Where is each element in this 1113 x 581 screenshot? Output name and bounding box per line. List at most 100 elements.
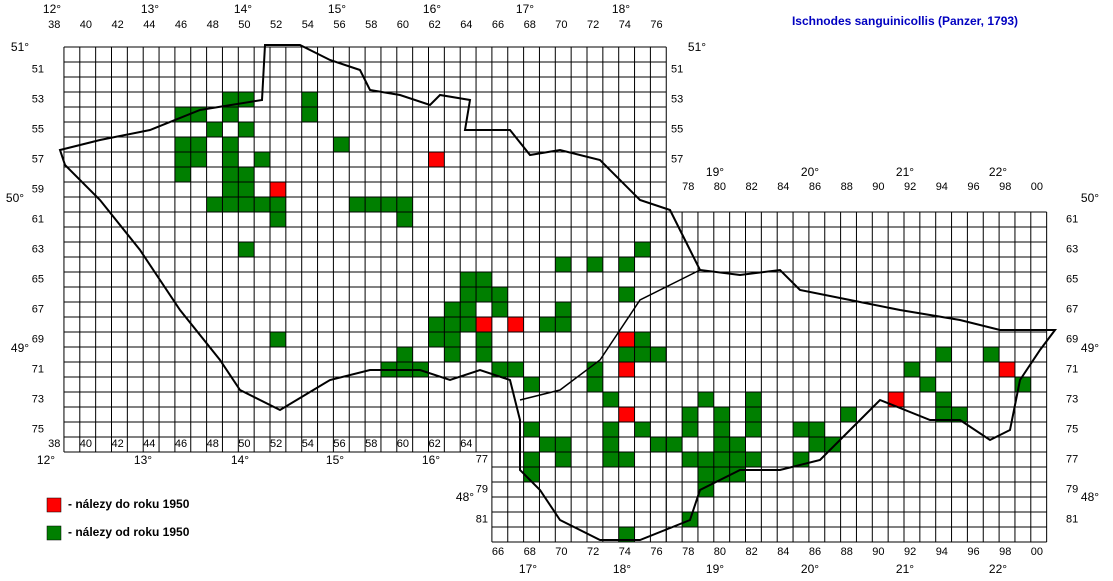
row-label: 73: [1066, 393, 1078, 405]
square: [428, 332, 445, 347]
row-label: 51: [671, 63, 683, 75]
row-label: 75: [32, 423, 44, 435]
square: [555, 437, 572, 452]
column-label: 44: [143, 438, 155, 450]
square: [951, 407, 968, 422]
column-label: 88: [841, 181, 853, 193]
longitude-label: 18°: [613, 562, 631, 576]
row-label: 53: [32, 93, 44, 105]
column-label: 40: [80, 438, 92, 450]
column-label: 50: [238, 19, 250, 31]
row-label: 81: [476, 513, 488, 525]
square: [476, 317, 492, 332]
square: [190, 152, 207, 167]
longitude-label: 14°: [234, 2, 252, 16]
square: [174, 137, 191, 152]
column-label: 68: [524, 546, 536, 558]
column-label: 38: [48, 438, 60, 450]
square: [507, 362, 524, 377]
square: [808, 422, 825, 437]
longitude-label: 16°: [423, 2, 441, 16]
square: [333, 137, 350, 152]
row-label: 77: [476, 453, 488, 465]
longitude-label: 20°: [801, 562, 819, 576]
latitude-label: 51°: [11, 40, 29, 54]
square: [935, 392, 952, 407]
longitude-label: 16°: [422, 453, 440, 467]
row-label: 79: [476, 483, 488, 495]
square: [729, 452, 746, 467]
square: [238, 92, 255, 107]
column-label: 80: [714, 181, 726, 193]
square: [713, 437, 730, 452]
square: [697, 467, 714, 482]
square: [745, 407, 762, 422]
column-label: 90: [872, 181, 884, 193]
square: [238, 167, 255, 182]
square: [602, 452, 619, 467]
column-label: 64: [460, 438, 472, 450]
square: [745, 422, 762, 437]
column-label: 52: [270, 438, 282, 450]
square: [222, 182, 239, 197]
row-label: 61: [1066, 213, 1078, 225]
column-label: 76: [650, 19, 662, 31]
column-label: 86: [809, 546, 821, 558]
square: [476, 347, 492, 362]
square: [697, 392, 714, 407]
square: [634, 332, 651, 347]
square: [904, 362, 920, 377]
inner-border: [519, 269, 701, 401]
legend-swatch: [46, 525, 62, 541]
square: [713, 422, 730, 437]
square: [206, 122, 223, 137]
column-label: 90: [872, 546, 884, 558]
legend-label: - nálezy do roku 1950: [68, 497, 190, 511]
column-label: 78: [682, 546, 694, 558]
square: [697, 452, 714, 467]
column-label: 74: [619, 19, 631, 31]
longitude-label: 15°: [326, 453, 344, 467]
row-label: 73: [32, 393, 44, 405]
square: [238, 197, 255, 212]
column-label: 78: [682, 181, 694, 193]
square: [745, 392, 762, 407]
square: [460, 317, 477, 332]
square: [840, 407, 857, 422]
square: [460, 287, 477, 302]
latitude-label: 48°: [1081, 490, 1099, 504]
column-label: 94: [936, 181, 948, 193]
column-label: 92: [904, 546, 916, 558]
longitude-label: 21°: [896, 562, 914, 576]
column-label: 42: [112, 19, 124, 31]
square: [935, 407, 952, 422]
longitude-label: 21°: [896, 165, 914, 179]
square: [602, 392, 619, 407]
square: [238, 242, 255, 257]
row-label: 77: [1066, 453, 1078, 465]
square: [270, 212, 286, 227]
square: [539, 437, 556, 452]
row-label: 71: [1066, 363, 1078, 375]
longitude-label: 12°: [43, 2, 61, 16]
column-label: 96: [967, 546, 979, 558]
latitude-label: 48°: [456, 490, 474, 504]
longitude-label: 13°: [141, 2, 159, 16]
longitude-label: 22°: [989, 165, 1007, 179]
latitude-label: 49°: [1081, 341, 1099, 355]
square: [523, 422, 540, 437]
square: [745, 452, 762, 467]
square: [365, 197, 381, 212]
column-label: 46: [175, 438, 187, 450]
square: [555, 257, 572, 272]
longitude-label: 18°: [612, 2, 630, 16]
row-label: 61: [32, 213, 44, 225]
square: [238, 122, 255, 137]
square: [666, 437, 683, 452]
square: [523, 467, 540, 482]
row-label: 55: [32, 123, 44, 135]
row-label: 65: [1066, 273, 1078, 285]
square: [919, 377, 936, 392]
row-label: 79: [1066, 483, 1078, 495]
row-label: 75: [1066, 423, 1078, 435]
